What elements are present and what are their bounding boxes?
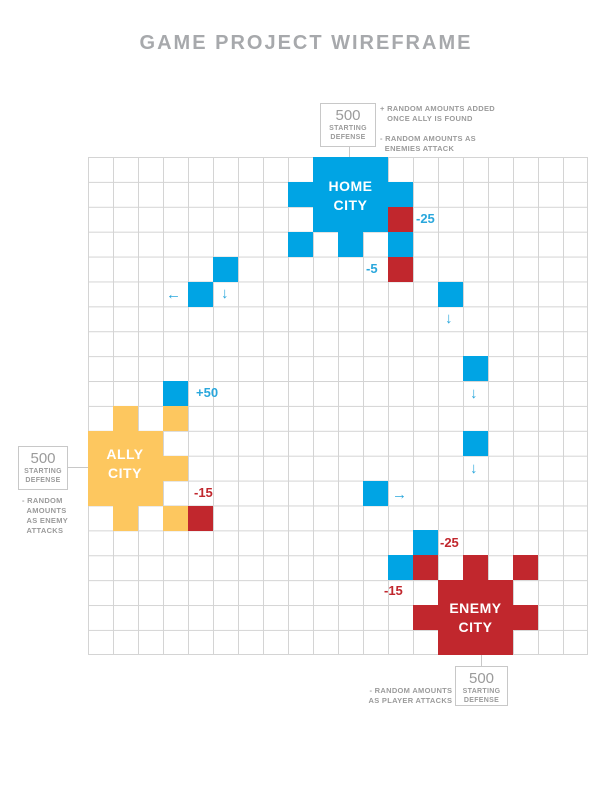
- enemy-defense-connector: [481, 655, 482, 667]
- home-city-cell: [338, 232, 363, 257]
- home-defense-label-2: DEFENSE: [330, 134, 366, 141]
- ally-city-line-1: ALLY: [106, 446, 144, 462]
- enemy-defense-label-2: DEFENSE: [463, 697, 500, 704]
- down-arrow-icon: ↓: [221, 285, 229, 302]
- enemy-city-cell: [463, 555, 488, 580]
- ally-damage-cell: [188, 506, 213, 531]
- right-arrow-icon: →: [392, 486, 407, 503]
- home-city-line-2: CITY: [333, 197, 368, 213]
- ally-defense-note: - RANDOM AMOUNTS AS ENEMY ATTACKS: [22, 496, 69, 535]
- ally-defense-value: 500: [30, 450, 56, 467]
- path-cell: [188, 282, 213, 307]
- home-defense-connector: [349, 146, 350, 158]
- path-cell: [363, 481, 388, 506]
- enemy-attack-cell: [413, 530, 438, 555]
- enemy-city-label: ENEMY CITY: [433, 599, 518, 637]
- ally-boost-cell: [163, 381, 188, 406]
- ally-city-cell: [163, 406, 188, 431]
- ally-city-cell: [113, 506, 138, 531]
- enemy-defense-value: 500: [468, 670, 495, 687]
- path-cell: [213, 257, 238, 282]
- home-city-label: HOME CITY: [313, 177, 388, 215]
- ally-defense-label-2: DEFENSE: [25, 477, 61, 484]
- enemy-city-line-2: CITY: [458, 619, 493, 635]
- ally-city-line-2: CITY: [108, 465, 142, 481]
- home-delta-minus-25: -25: [416, 211, 435, 226]
- home-city-cell: [288, 182, 413, 207]
- down-arrow-icon: ↓: [470, 385, 478, 402]
- enemy-attack-cell: [388, 555, 413, 580]
- enemy-city-cell: [513, 555, 538, 580]
- enemy-city-cell: [413, 605, 538, 630]
- path-cell: [463, 356, 488, 381]
- home-defense-note: + RANDOM AMOUNTS ADDED ONCE ALLY IS FOUN…: [380, 104, 496, 153]
- path-cell: [463, 431, 488, 456]
- home-city-cell: [288, 232, 313, 257]
- ally-delta-minus-15: -15: [194, 485, 213, 500]
- enemy-city-cell: [438, 580, 513, 605]
- enemy-defense-box: 500 STARTING DEFENSE: [455, 666, 508, 706]
- enemy-city-line-1: ENEMY: [449, 600, 502, 616]
- home-city-cell: [313, 207, 388, 232]
- ally-city-cell: [88, 481, 163, 506]
- ally-city-cell: [88, 456, 188, 481]
- enemy-delta-minus-25: -25: [440, 535, 459, 550]
- left-arrow-icon: ←: [166, 286, 181, 303]
- ally-delta-plus-50: +50: [196, 385, 219, 400]
- game-grid: HOME CITY -25 -5 ← ↓ ↓ ↓ ↓ → +50 -15 ALL…: [88, 157, 588, 655]
- enemy-city-cell: [438, 630, 513, 655]
- home-damage-cell: [388, 207, 413, 232]
- enemy-defense-label-1: STARTING: [462, 688, 501, 695]
- home-city-line-1: HOME: [328, 178, 373, 194]
- home-delta-minus-5: -5: [366, 261, 378, 276]
- page-title: GAME PROJECT WIREFRAME: [139, 32, 473, 54]
- enemy-delta-minus-15: -15: [384, 583, 403, 598]
- home-city-cell: [388, 232, 413, 257]
- down-arrow-icon: ↓: [470, 460, 478, 477]
- ally-city-cell: [88, 431, 163, 456]
- down-arrow-icon: ↓: [445, 310, 453, 327]
- home-damage-cell: [388, 257, 413, 282]
- home-city-cell: [313, 157, 388, 182]
- home-defense-box: 500 STARTING DEFENSE: [320, 103, 376, 147]
- ally-defense-box: 500 STARTING DEFENSE: [18, 446, 68, 490]
- enemy-defense-note: - RANDOM AMOUNTS AS PLAYER ATTACKS: [368, 686, 453, 705]
- ally-city-cell: [163, 506, 188, 531]
- path-cell: [438, 282, 463, 307]
- ally-city-label: ALLY CITY: [90, 445, 160, 483]
- ally-defense-label-1: STARTING: [24, 468, 62, 475]
- home-defense-value: 500: [335, 107, 361, 124]
- ally-city-cell: [113, 406, 138, 431]
- ally-defense-connector: [67, 467, 89, 468]
- home-defense-label-1: STARTING: [329, 125, 367, 132]
- enemy-city-cell: [413, 555, 438, 580]
